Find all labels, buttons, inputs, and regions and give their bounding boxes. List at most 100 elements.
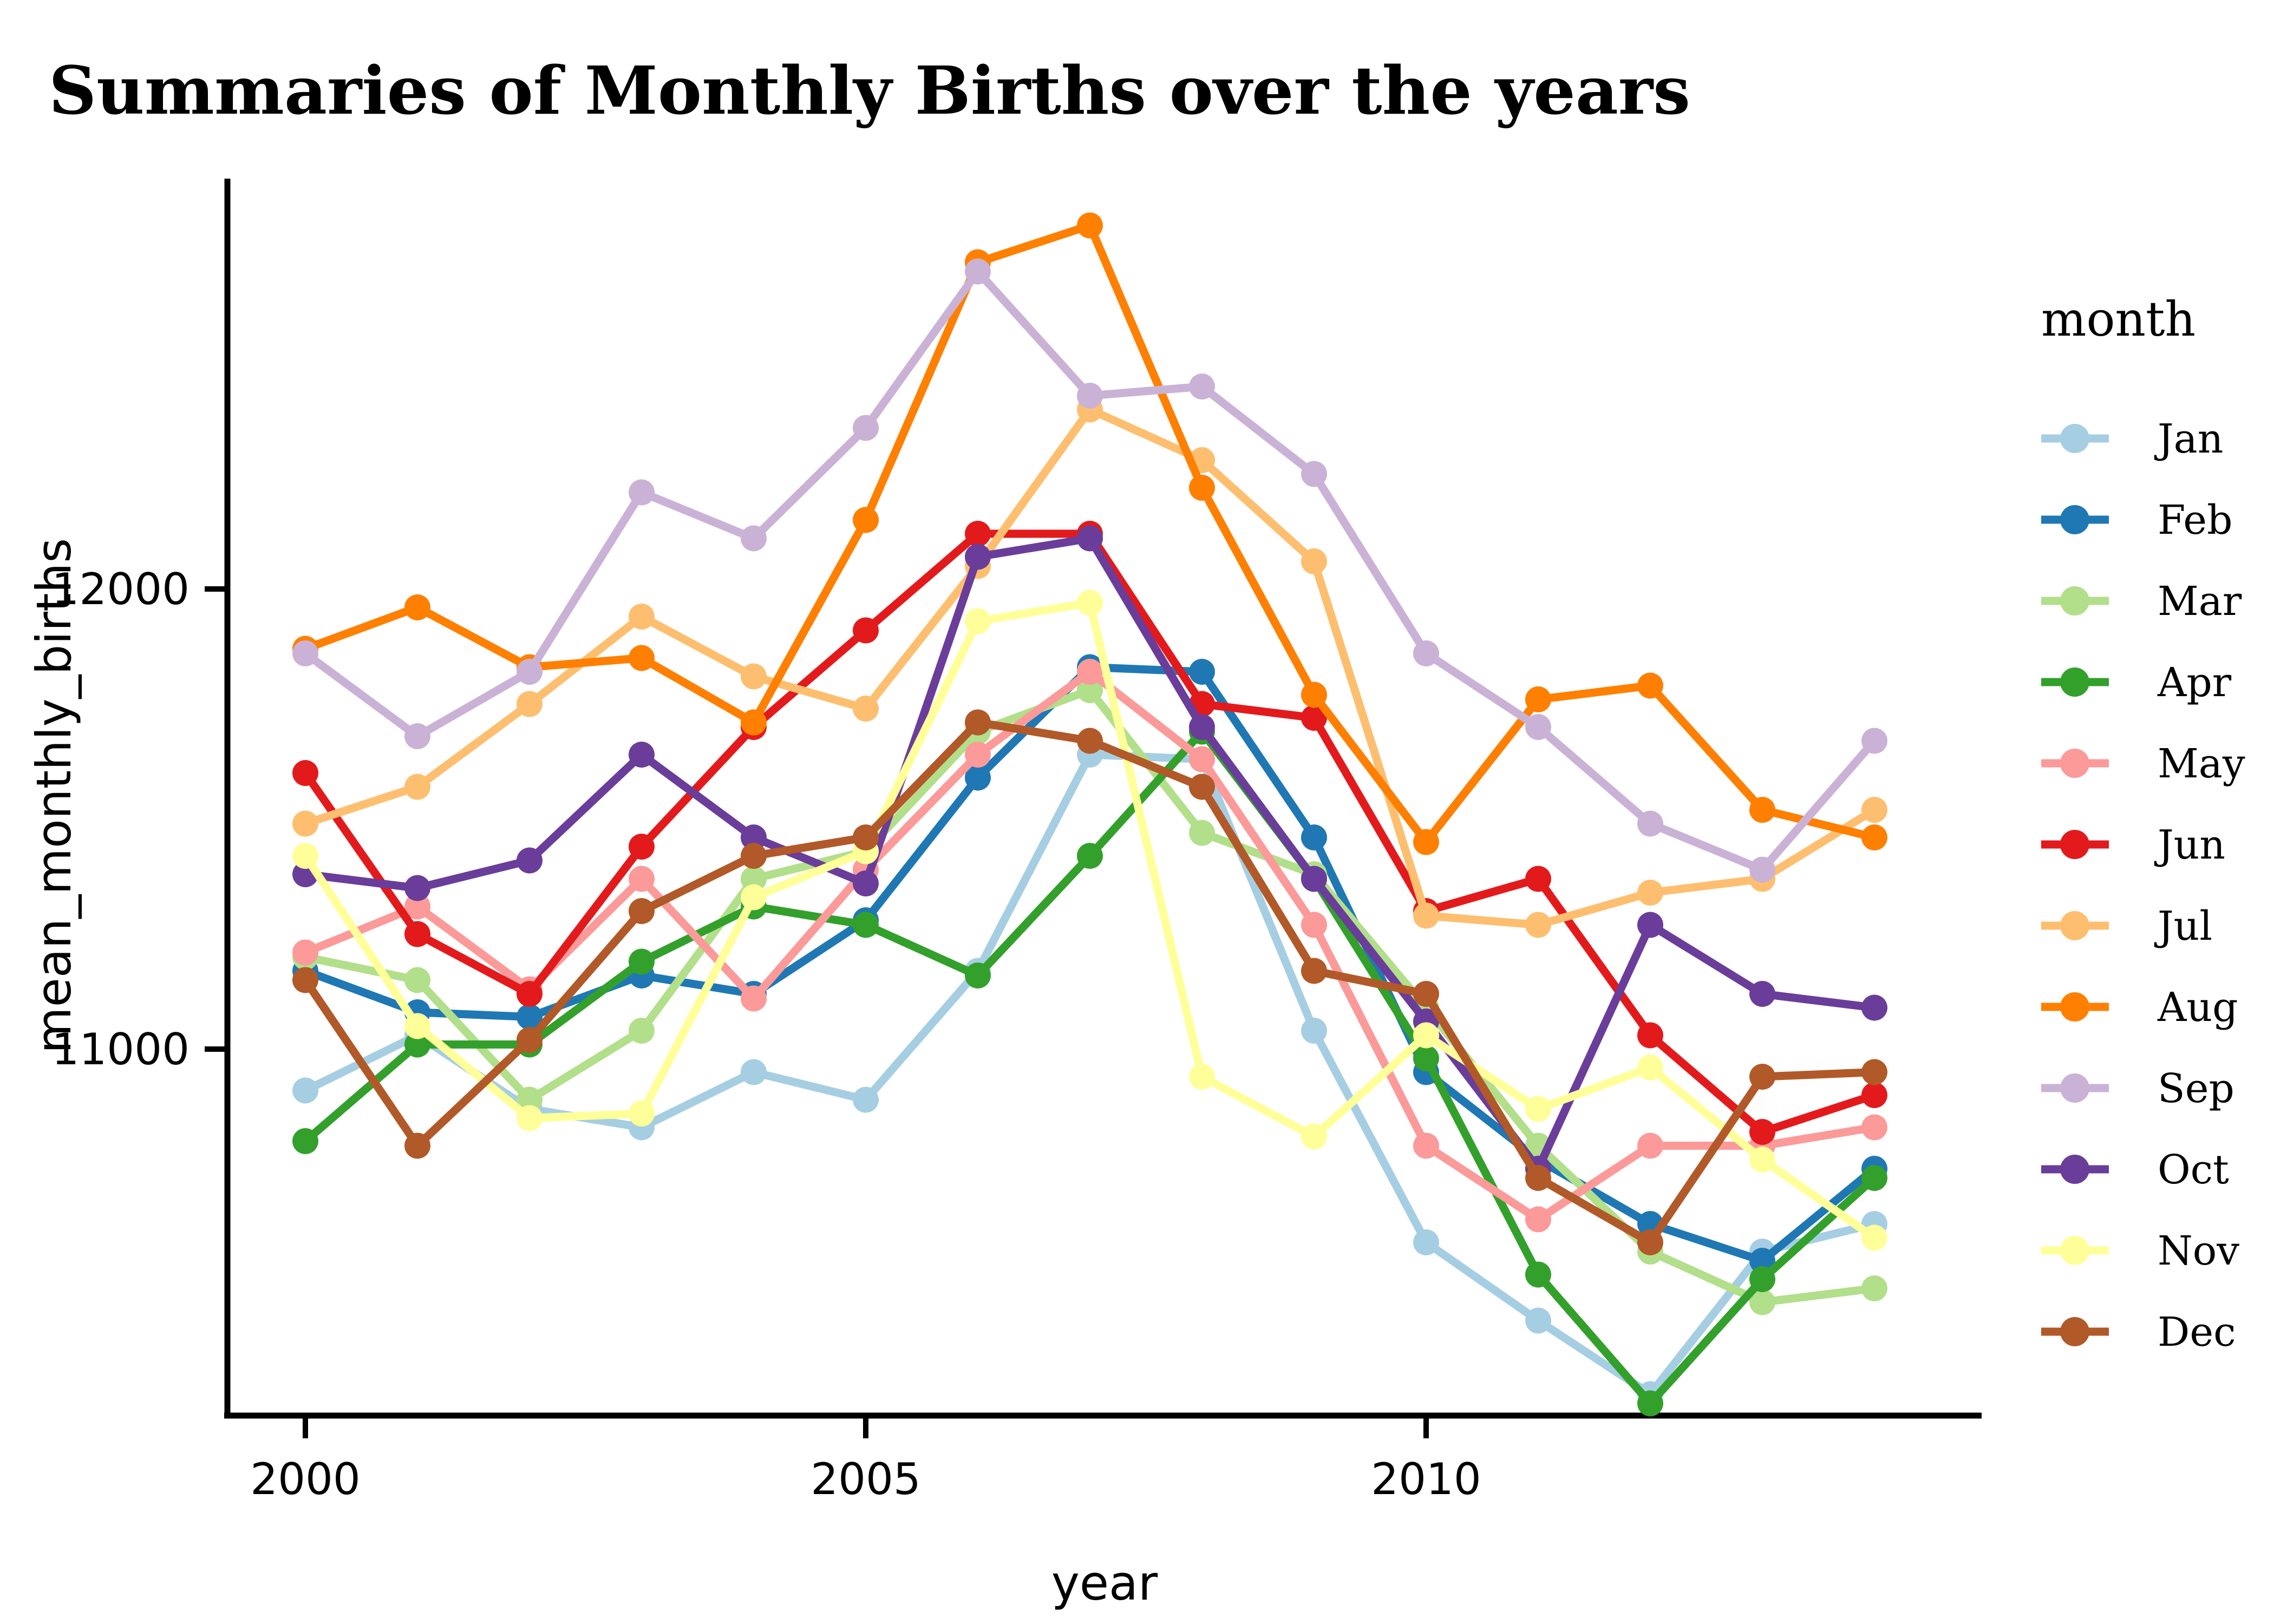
data-point-feb-2008 <box>1189 659 1215 685</box>
legend-item-aug: Aug <box>2041 984 2238 1031</box>
x-axis-title: year <box>1051 1555 1158 1611</box>
data-point-apr-2006 <box>965 962 991 988</box>
data-point-oct-2002 <box>517 847 543 874</box>
data-point-jul-2005 <box>853 696 879 722</box>
legend-item-label: Mar <box>2158 578 2242 625</box>
x-tick-label: 2000 <box>250 1454 361 1504</box>
data-point-oct-2008 <box>1189 714 1215 740</box>
data-point-aug-2012 <box>1637 672 1663 699</box>
data-point-nov-2009 <box>1301 1123 1327 1150</box>
data-point-may-2003 <box>629 866 655 892</box>
data-point-mar-2008 <box>1189 820 1215 846</box>
data-point-aug-2003 <box>629 645 655 671</box>
data-point-apr-2010 <box>1413 1045 1439 1071</box>
data-point-oct-2001 <box>404 875 430 901</box>
data-point-nov-2007 <box>1077 590 1103 616</box>
data-point-apr-2000 <box>292 1128 318 1154</box>
data-point-oct-2009 <box>1301 866 1327 892</box>
legend-key-point-icon <box>2060 992 2089 1021</box>
data-point-feb-2013 <box>1749 1248 1775 1274</box>
data-point-jun-2009 <box>1301 705 1327 731</box>
y-tick-label: 12000 <box>52 564 190 614</box>
data-point-jun-2001 <box>404 921 430 947</box>
data-point-jul-2014 <box>1861 797 1887 823</box>
data-point-nov-2001 <box>404 1013 430 1039</box>
legend-item-jan: Jan <box>2041 416 2223 462</box>
legend-items: Jan Feb Mar Apr May Jun Jul Aug Sep Oct Nov Dec <box>2041 416 2245 1355</box>
data-point-oct-2012 <box>1637 912 1663 938</box>
x-tick-label: 2005 <box>811 1454 921 1504</box>
data-point-jun-2013 <box>1749 1119 1775 1145</box>
data-point-apr-2005 <box>853 912 879 938</box>
legend-item-may: May <box>2041 741 2245 787</box>
data-point-jan-2005 <box>853 1086 879 1113</box>
data-point-dec-2004 <box>741 843 767 869</box>
data-point-sep-2005 <box>853 415 879 441</box>
data-point-may-2012 <box>1637 1132 1663 1159</box>
legend-item-jun: Jun <box>2041 822 2225 868</box>
legend-key-point-icon <box>2060 830 2089 859</box>
data-point-dec-2008 <box>1189 774 1215 800</box>
data-point-dec-2010 <box>1413 981 1439 1007</box>
data-point-jan-2010 <box>1413 1229 1439 1255</box>
data-point-jul-2011 <box>1525 912 1551 938</box>
data-point-jul-2000 <box>292 810 318 837</box>
data-point-nov-2012 <box>1637 1055 1663 1081</box>
data-point-sep-2007 <box>1077 383 1103 409</box>
legend-item-mar: Mar <box>2041 578 2242 625</box>
legend-item-label: Aug <box>2157 984 2238 1031</box>
data-point-jun-2014 <box>1861 1082 1887 1108</box>
legend-item-label: Jul <box>2154 903 2212 949</box>
data-point-aug-2001 <box>404 594 430 620</box>
data-point-nov-2000 <box>292 843 318 869</box>
data-point-dec-2013 <box>1749 1064 1775 1090</box>
legend-key-point-icon <box>2060 1317 2089 1346</box>
data-point-aug-2014 <box>1861 824 1887 850</box>
data-point-feb-2006 <box>965 764 991 791</box>
legend-item-label: Jun <box>2154 822 2225 868</box>
legend-key-point-icon <box>2060 586 2089 615</box>
data-point-dec-2001 <box>404 1132 430 1159</box>
legend: month Jan Feb Mar Apr May Jun Jul Aug Sep Oct Nov D… <box>2041 291 2245 1355</box>
data-point-mar-2014 <box>1861 1275 1887 1301</box>
data-point-nov-2014 <box>1861 1224 1887 1251</box>
data-point-may-2007 <box>1077 659 1103 685</box>
data-point-jul-2009 <box>1301 548 1327 574</box>
data-point-sep-2004 <box>741 525 767 552</box>
legend-key-point-icon <box>2060 749 2089 778</box>
data-point-may-2004 <box>741 985 767 1012</box>
legend-item-label: Jan <box>2154 416 2223 462</box>
data-point-apr-2014 <box>1861 1165 1887 1191</box>
legend-key-point-icon <box>2060 1073 2089 1103</box>
data-point-nov-2008 <box>1189 1064 1215 1090</box>
plot-panel: 2000 2005 2010 11000 12000 <box>52 179 1982 1504</box>
legend-item-label: Dec <box>2158 1309 2236 1355</box>
data-point-jul-2003 <box>629 604 655 630</box>
data-point-dec-2011 <box>1525 1165 1551 1191</box>
data-point-feb-2002 <box>517 1004 543 1030</box>
legend-item-apr: Apr <box>2041 659 2232 706</box>
chart-title: Summaries of Monthly Births over the yea… <box>49 51 1690 129</box>
data-point-jun-2000 <box>292 760 318 786</box>
data-point-apr-2013 <box>1749 1266 1775 1292</box>
data-point-aug-2009 <box>1301 682 1327 708</box>
data-point-apr-2011 <box>1525 1261 1551 1288</box>
legend-item-label: Nov <box>2158 1228 2239 1274</box>
legend-item-jul: Jul <box>2041 903 2212 949</box>
legend-key-point-icon <box>2060 505 2089 534</box>
data-point-mar-2004 <box>741 866 767 892</box>
data-point-may-2009 <box>1301 912 1327 938</box>
data-point-oct-2013 <box>1749 981 1775 1007</box>
data-point-dec-2006 <box>965 709 991 736</box>
data-point-jun-2006 <box>965 521 991 547</box>
data-point-apr-2007 <box>1077 843 1103 869</box>
data-point-oct-2014 <box>1861 994 1887 1021</box>
data-point-nov-2006 <box>965 608 991 634</box>
data-point-aug-2011 <box>1525 686 1551 712</box>
x-tick-label: 2010 <box>1371 1454 1481 1504</box>
data-point-aug-2005 <box>853 507 879 533</box>
axis-ticks: 2000 2005 2010 11000 12000 <box>52 564 1481 1504</box>
data-point-mar-2013 <box>1749 1289 1775 1315</box>
legend-item-label: Feb <box>2158 497 2232 543</box>
